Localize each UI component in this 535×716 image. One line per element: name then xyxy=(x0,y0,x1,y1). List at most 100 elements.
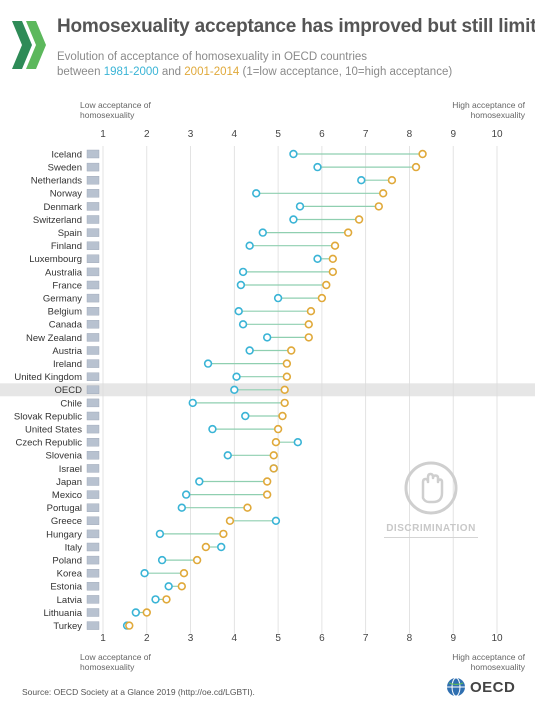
point-2001-2014 xyxy=(278,411,287,421)
country-label: Switzerland xyxy=(33,215,82,226)
slovenia-flag-icon xyxy=(86,451,100,460)
subtitle-and: and xyxy=(161,66,182,78)
point-2001-2014 xyxy=(162,595,171,604)
country-label: Ireland xyxy=(53,359,82,370)
point-2001-2014 xyxy=(282,372,292,381)
point-2001-2014 xyxy=(269,464,278,473)
point-2001-2014 xyxy=(280,385,289,394)
x-tick-label-top: 2 xyxy=(144,129,150,140)
poland-flag-icon xyxy=(86,555,100,565)
canada-flag-icon xyxy=(86,320,100,329)
point-1981-2000 xyxy=(262,333,272,342)
top-low-caption: Low acceptance of homosexuality xyxy=(80,100,151,120)
point-1981-2000 xyxy=(258,228,267,237)
point-2001-2014 xyxy=(306,307,316,316)
hungary-flag-icon xyxy=(86,529,100,539)
country-label: Australia xyxy=(45,267,83,278)
country-label: France xyxy=(52,280,82,291)
subtitle-between: between xyxy=(57,66,101,78)
country-label: Slovak Republic xyxy=(14,411,82,422)
lithuania-flag-icon xyxy=(86,608,100,617)
point-1981-2000 xyxy=(289,215,298,224)
greece-flag-icon xyxy=(86,516,100,525)
oecd-flag-icon xyxy=(86,385,100,394)
page-subtitle: Evolution of acceptance of homosexuality… xyxy=(57,50,452,80)
point-1981-2000 xyxy=(313,254,322,263)
point-1981-2000 xyxy=(217,542,226,552)
subtitle-line1: Evolution of acceptance of homosexuality… xyxy=(57,51,368,63)
country-label: United States xyxy=(25,425,82,436)
country-label: Czech Republic xyxy=(15,438,82,449)
point-1981-2000 xyxy=(357,176,366,185)
point-1981-2000 xyxy=(289,149,298,159)
country-label: Iceland xyxy=(51,149,82,160)
point-1981-2000 xyxy=(234,307,243,316)
country-label: Portugal xyxy=(47,503,82,514)
france-flag-icon xyxy=(86,280,100,290)
point-2001-2014 xyxy=(304,333,313,342)
bottom-low-caption: Low acceptance of homosexuality xyxy=(80,652,151,672)
x-tick-label-bottom: 7 xyxy=(363,633,369,644)
point-2001-2014 xyxy=(378,189,388,198)
point-2001-2014 xyxy=(411,162,421,172)
point-1981-2000 xyxy=(232,372,241,381)
country-label: Korea xyxy=(57,569,83,580)
country-label: Slovenia xyxy=(46,451,83,462)
country-label: Sweden xyxy=(48,163,82,174)
point-2001-2014 xyxy=(330,241,340,250)
watermark-underline xyxy=(384,537,478,538)
country-label: Turkey xyxy=(53,621,82,632)
point-2001-2014 xyxy=(387,176,397,185)
mexico-flag-icon xyxy=(86,490,100,499)
x-tick-label-bottom: 10 xyxy=(491,633,503,644)
country-label: Finland xyxy=(51,241,82,252)
point-1981-2000 xyxy=(236,280,246,290)
belgium-flag-icon xyxy=(86,307,100,316)
point-2001-2014 xyxy=(322,280,331,290)
page-title: Homosexuality acceptance has improved bu… xyxy=(57,16,535,37)
point-2001-2014 xyxy=(271,438,281,447)
country-label: Germany xyxy=(43,294,82,305)
point-1981-2000 xyxy=(313,162,322,172)
point-1981-2000 xyxy=(238,320,248,329)
point-1981-2000 xyxy=(252,189,261,198)
x-tick-label-top: 7 xyxy=(363,129,369,140)
country-label: Italy xyxy=(65,542,83,553)
netherlands-flag-icon xyxy=(86,175,100,185)
country-label: Lithuania xyxy=(43,608,82,619)
estonia-flag-icon xyxy=(86,582,100,591)
country-label: OECD xyxy=(55,385,83,396)
country-label: Austria xyxy=(52,346,82,357)
point-1981-2000 xyxy=(203,359,213,368)
point-1981-2000 xyxy=(188,398,197,408)
hand-stop-icon xyxy=(404,461,458,515)
x-tick-label-top: 4 xyxy=(232,129,238,140)
point-1981-2000 xyxy=(131,608,141,617)
chile-flag-icon xyxy=(86,398,100,408)
x-tick-label-bottom: 2 xyxy=(144,633,150,644)
country-label: Netherlands xyxy=(31,176,82,187)
watermark-label: DISCRIMINATION xyxy=(386,523,476,534)
point-2001-2014 xyxy=(142,608,151,617)
subtitle-scale: (1=low acceptance, 10=high acceptance) xyxy=(242,66,453,78)
korea-flag-icon xyxy=(86,569,100,578)
point-2001-2014 xyxy=(262,490,272,499)
point-2001-2014 xyxy=(273,424,283,434)
sweden-flag-icon xyxy=(86,162,100,172)
point-2001-2014 xyxy=(201,542,211,552)
turkey-flag-icon xyxy=(86,621,100,630)
spain-flag-icon xyxy=(86,228,100,237)
country-label: Estonia xyxy=(50,582,82,593)
x-tick-label-top: 8 xyxy=(407,129,413,140)
point-2001-2014 xyxy=(328,254,338,263)
point-2001-2014 xyxy=(418,149,427,159)
portugal-flag-icon xyxy=(86,503,100,512)
germany-flag-icon xyxy=(86,293,100,303)
point-1981-2000 xyxy=(140,568,149,578)
x-tick-label-top: 9 xyxy=(450,129,456,140)
point-1981-2000 xyxy=(293,438,303,447)
point-2001-2014 xyxy=(304,320,313,329)
country-label: Poland xyxy=(52,556,82,567)
point-2001-2014 xyxy=(354,215,364,224)
